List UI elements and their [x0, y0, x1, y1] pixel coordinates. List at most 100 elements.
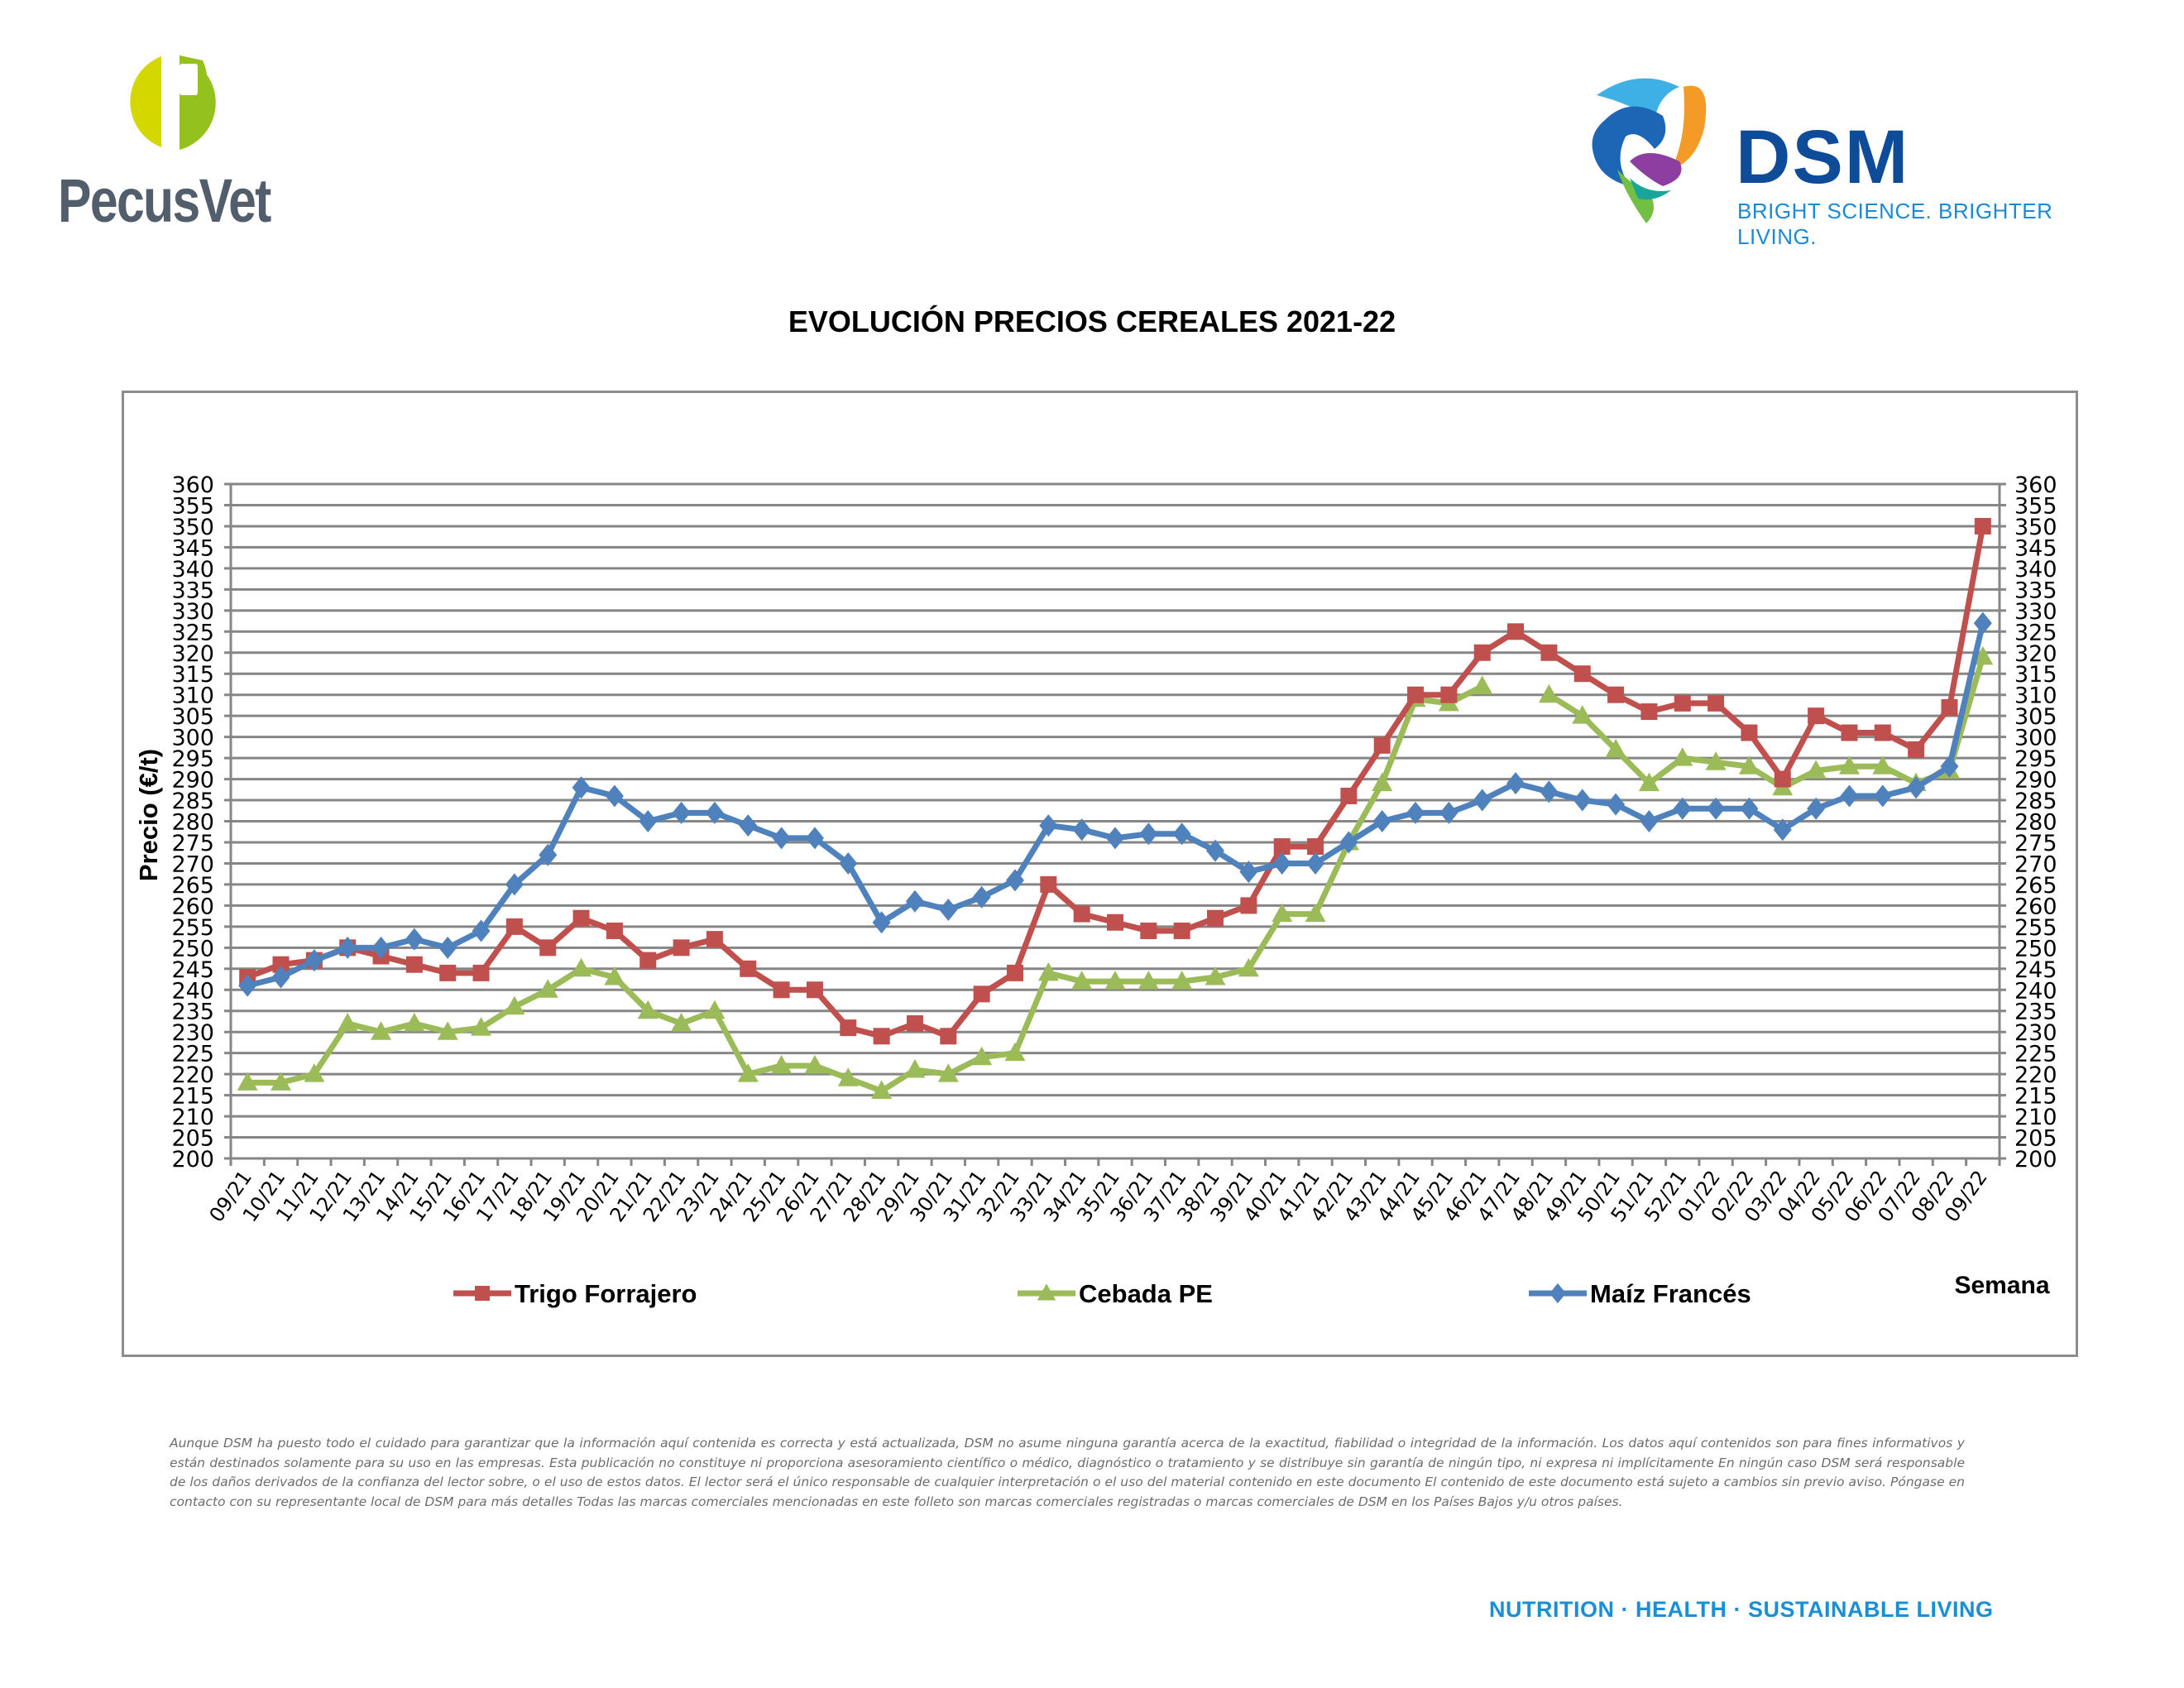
marker-triangle [1305, 903, 1326, 923]
marker-triangle [1805, 760, 1827, 779]
y-tick-label: 320 [171, 641, 214, 667]
y-tick-label-right: 210 [2014, 1105, 2057, 1130]
marker-triangle [871, 1080, 893, 1099]
marker-triangle [1472, 675, 1493, 694]
marker-square [1874, 724, 1891, 741]
marker-diamond [539, 843, 558, 866]
axes [229, 484, 2001, 1166]
marker-square [1407, 686, 1425, 703]
marker-square [906, 1015, 923, 1032]
y-tick-label: 240 [171, 978, 214, 1004]
marker-square [606, 922, 623, 939]
marker-diamond [572, 776, 591, 799]
marker-diamond [1473, 789, 1492, 812]
y-tick-label: 225 [171, 1042, 214, 1067]
marker-diamond [672, 801, 691, 824]
marker-square [472, 964, 490, 981]
marker-triangle [971, 1046, 993, 1066]
marker-diamond [1372, 810, 1391, 832]
marker-diamond [1172, 822, 1191, 846]
marker-triangle [337, 1013, 358, 1032]
y-tick-label-right: 345 [2014, 535, 2057, 561]
series-ma-z-franc-s [238, 611, 1992, 997]
y-tick-label-right: 315 [2014, 662, 2057, 688]
marker-square [1173, 922, 1190, 939]
marker-square [806, 981, 823, 999]
pecusvet-p-icon [130, 55, 216, 150]
y-tick-label: 360 [171, 472, 214, 498]
y-tick-label-right: 250 [2014, 936, 2057, 961]
y-tick-label: 220 [171, 1062, 214, 1088]
marker-square [1607, 686, 1625, 703]
marker-diamond [1773, 818, 1792, 842]
marker-triangle [1672, 747, 1693, 766]
marker-triangle [1738, 755, 1760, 774]
marker-diamond [1339, 831, 1358, 854]
marker-diamond [872, 911, 891, 934]
marker-diamond [1640, 810, 1659, 832]
marker-triangle [471, 1017, 492, 1036]
y-tick-label-right: 295 [2014, 746, 2057, 772]
marker-diamond [739, 814, 758, 837]
marker-diamond [472, 919, 491, 942]
marker-square [639, 952, 657, 969]
marker-square [1040, 875, 1057, 893]
marker-square [1974, 517, 1991, 535]
legend-label: Trigo Forrajero [515, 1279, 697, 1308]
y-tick-label: 355 [171, 493, 214, 519]
marker-triangle [1205, 966, 1226, 985]
series-trigo-forrajero [239, 517, 1991, 1045]
marker-square [1140, 922, 1157, 939]
y-tick-label-right: 240 [2014, 978, 2057, 1004]
marker-diamond [304, 949, 323, 972]
marker-square [1674, 694, 1691, 712]
marker-square [1841, 724, 1858, 741]
marker-triangle [1705, 751, 1727, 770]
y-tick-label-right: 230 [2014, 1020, 2057, 1046]
y-tick-label-right: 205 [2014, 1126, 2057, 1152]
marker-diamond [338, 936, 357, 959]
marker-triangle [904, 1059, 926, 1078]
marker-diamond [1272, 851, 1291, 875]
marker-square [973, 985, 990, 1003]
y-tick-label: 300 [171, 726, 214, 751]
dsm-logo: DSM BRIGHT SCIENCE. BRIGHTER LIVING. [1572, 66, 2110, 249]
marker-square [1473, 644, 1491, 661]
marker-square [572, 909, 590, 927]
marker-square [1941, 698, 1958, 716]
marker-diamond [1940, 755, 1959, 778]
marker-square [1107, 914, 1123, 931]
y-tick-label-right: 300 [2014, 726, 2057, 751]
y-tick-label: 305 [171, 704, 214, 730]
marker-square [475, 1286, 490, 1301]
marker-diamond [238, 974, 257, 997]
marker-square [1540, 644, 1558, 661]
marker-square [706, 931, 723, 948]
y-tick-label: 280 [171, 810, 214, 836]
series-line [246, 525, 1986, 1039]
marker-diamond [438, 936, 457, 959]
y-tick-label-right: 235 [2014, 1000, 2057, 1025]
legend-item-cebada-pe: Cebada PE [1018, 1279, 1213, 1308]
series-line [1547, 655, 1986, 791]
y-tick-label: 215 [171, 1084, 214, 1110]
dsm-swirl-icon [1592, 78, 1707, 223]
marker-diamond [1707, 797, 1726, 820]
marker-diamond [705, 801, 724, 824]
y-tick-label: 275 [171, 831, 214, 856]
marker-triangle [571, 957, 592, 977]
marker-triangle [1238, 957, 1259, 977]
marker-diamond [1540, 780, 1559, 803]
marker-diamond [1139, 822, 1158, 846]
y-tick-label: 315 [171, 662, 214, 688]
y-tick-label-right: 350 [2014, 515, 2057, 540]
marker-square [1908, 741, 1925, 758]
legend-label: Maíz Francés [1590, 1279, 1751, 1308]
y-tick-label-right: 290 [2014, 768, 2057, 794]
marker-diamond [1005, 869, 1024, 892]
chart-area [122, 391, 2078, 1357]
marker-triangle [1037, 1283, 1056, 1301]
y-tick-label-right: 260 [2014, 894, 2057, 919]
y-tick-label-right: 310 [2014, 683, 2057, 709]
marker-square [773, 981, 790, 999]
